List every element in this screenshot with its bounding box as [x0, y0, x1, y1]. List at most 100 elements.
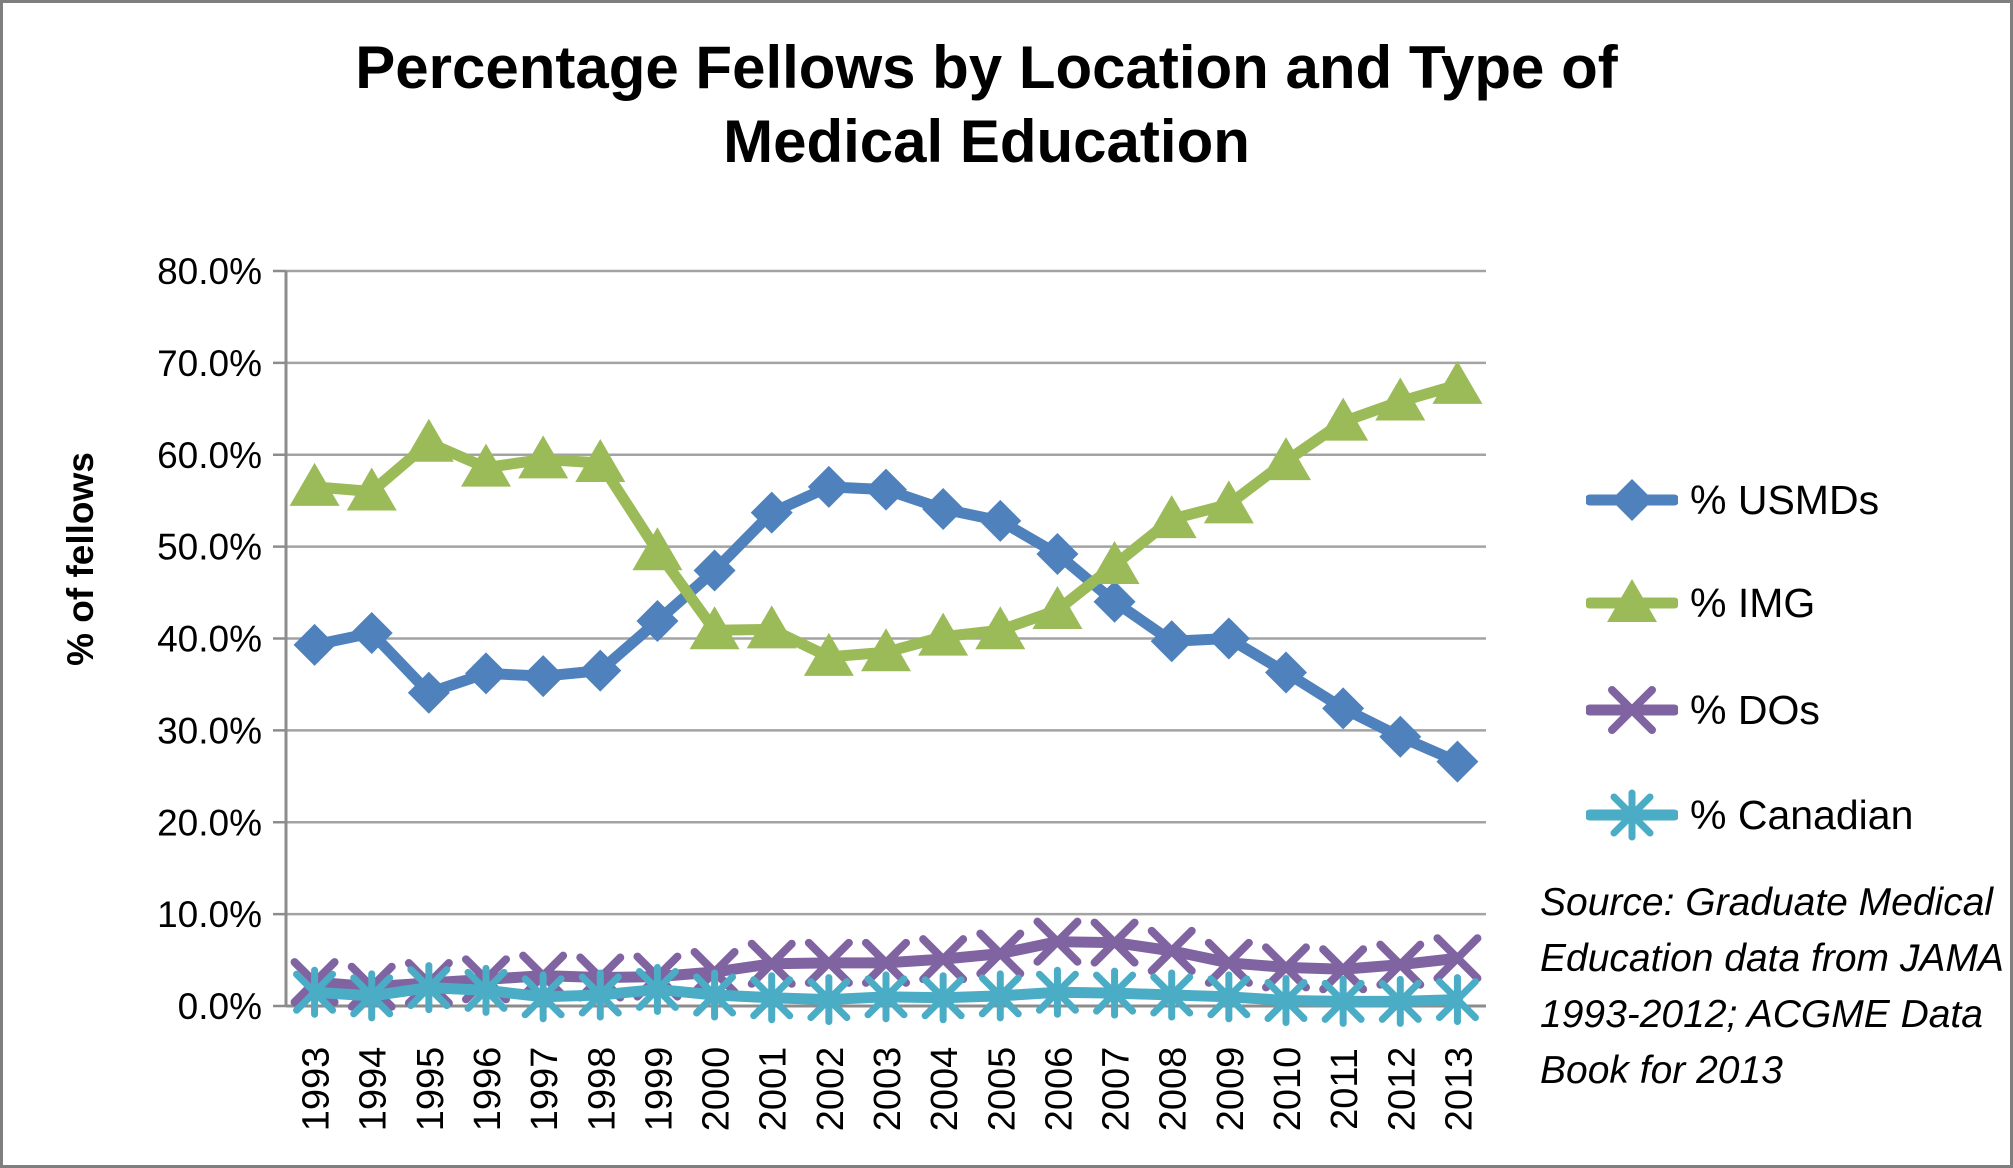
x-tick-label: 2011	[1324, 1048, 1366, 1130]
x-tick-label: 2008	[1153, 1047, 1195, 1132]
diamond-marker	[1322, 687, 1365, 730]
series-img	[289, 360, 1483, 676]
triangle-marker	[746, 605, 797, 649]
legend-label-canadian: % Canadian	[1690, 791, 1914, 838]
asterisk-marker	[464, 964, 508, 1016]
diamond-marker	[1093, 580, 1136, 623]
diamond-marker	[465, 652, 507, 695]
x-marker	[919, 935, 968, 984]
y-tick-label: 60.0%	[157, 435, 262, 476]
y-tick-label: 40.0%	[157, 619, 262, 660]
x-tick-label: 1996	[467, 1047, 509, 1132]
x-tick-label: 2000	[696, 1047, 738, 1132]
asterisk-marker	[293, 966, 337, 1018]
x-tick-label: 2007	[1096, 1047, 1138, 1132]
source-note-line4: Book for 2013	[1540, 1049, 1783, 1092]
x-tick-label: 2005	[981, 1047, 1023, 1132]
x-axis-labels: 1993 1994 1995 1996 1997 1998 1999 2000 2001 2002…	[296, 1047, 1481, 1132]
source-note-line3: 1993-2012; ACGME Data	[1540, 993, 1983, 1036]
asterisk-marker	[1378, 975, 1422, 1027]
x-marker	[804, 938, 853, 987]
diamond-marker	[1611, 479, 1653, 521]
canadian-line-marker-icon	[1586, 789, 1678, 841]
x-marker	[1090, 918, 1139, 967]
x-tick-label: 2002	[810, 1047, 852, 1132]
x-tick-label: 2010	[1267, 1047, 1309, 1132]
y-tick-label: 80.0%	[157, 251, 262, 292]
asterisk-marker	[1435, 974, 1479, 1026]
usmds-line-marker-icon	[1586, 479, 1678, 521]
x-tick-label: 2013	[1438, 1047, 1480, 1132]
triangle-marker	[289, 462, 340, 506]
diamond-marker	[979, 499, 1022, 542]
triangle-marker	[1432, 360, 1483, 404]
diamond-marker	[693, 549, 736, 592]
asterisk-marker	[1321, 975, 1365, 1027]
diamond-marker	[922, 487, 965, 530]
y-tick-label: 30.0%	[157, 710, 262, 751]
triangle-marker	[461, 443, 511, 487]
diamond-marker	[522, 655, 565, 698]
legend-item-canadian: % Canadian	[1586, 787, 1913, 843]
diamond-marker	[807, 465, 850, 508]
asterisk-marker	[1093, 967, 1137, 1019]
triangle-marker	[1146, 495, 1197, 539]
series-usmds	[293, 465, 1479, 783]
triangle-marker	[1032, 586, 1083, 630]
series-line-usmds	[309, 481, 1463, 768]
y-tick-label: 20.0%	[157, 802, 262, 843]
y-tick-label: 10.0%	[157, 894, 262, 935]
plot-area: 0.0% 10.0% 20.0% 30.0% 40.0% 50.0% 60.0% 70.0% 8…	[157, 251, 1486, 1132]
x-tick-label: 2003	[867, 1047, 909, 1132]
x-marker	[1608, 686, 1656, 734]
asterisk-marker	[578, 969, 622, 1021]
asterisk-marker	[1610, 789, 1654, 841]
diamond-marker	[1150, 620, 1193, 663]
diamond-marker	[865, 468, 907, 511]
x-marker	[1147, 926, 1196, 975]
triangle-marker	[861, 628, 911, 672]
diamond-marker	[1436, 740, 1479, 783]
triangle-marker	[689, 606, 740, 650]
triangle-marker	[632, 527, 683, 571]
x-marker	[862, 938, 910, 987]
y-tick-label: 70.0%	[157, 343, 262, 384]
y-tick-label: 0.0%	[178, 986, 262, 1027]
legend-label-dos: % DOs	[1690, 686, 1820, 733]
asterisk-marker	[350, 970, 394, 1022]
x-marker	[747, 939, 796, 988]
x-marker	[1262, 943, 1310, 992]
x-marker	[976, 929, 1025, 978]
chart-title-line2: Medical Education	[723, 107, 1250, 175]
triangle-marker	[803, 632, 854, 676]
triangle-marker	[1261, 437, 1311, 481]
y-tick-label: 50.0%	[157, 527, 262, 568]
triangle-marker	[918, 612, 969, 656]
asterisk-marker	[921, 972, 965, 1024]
x-marker	[1433, 934, 1482, 983]
legend-item-dos: % DOs	[1586, 682, 1820, 738]
x-tick-label: 1999	[638, 1047, 680, 1132]
legend-label-usmds: % USMDs	[1690, 476, 1880, 523]
legend-item-img: % IMG	[1586, 575, 1815, 631]
diamond-marker	[293, 623, 336, 666]
triangle-marker	[1089, 541, 1140, 584]
triangle-marker	[1318, 397, 1369, 441]
asterisk-marker	[807, 974, 851, 1026]
x-tick-label: 1998	[581, 1047, 623, 1132]
x-tick-label: 2012	[1381, 1047, 1423, 1132]
diamond-marker	[579, 649, 622, 692]
source-note: Source: Graduate Medical Education data …	[1540, 875, 2004, 1099]
x-tick-label: 1994	[353, 1047, 395, 1132]
x-tick-label: 2004	[924, 1047, 966, 1132]
diamond-marker	[1036, 532, 1079, 575]
diamond-marker	[636, 600, 679, 643]
asterisk-marker	[1207, 971, 1251, 1023]
y-axis-title: % of fellows	[60, 452, 101, 666]
triangle-marker	[975, 606, 1026, 650]
img-line-marker-icon	[1586, 579, 1678, 622]
triangle-marker	[1607, 579, 1657, 622]
triangle-marker	[1203, 480, 1254, 524]
asterisk-marker	[864, 971, 908, 1023]
